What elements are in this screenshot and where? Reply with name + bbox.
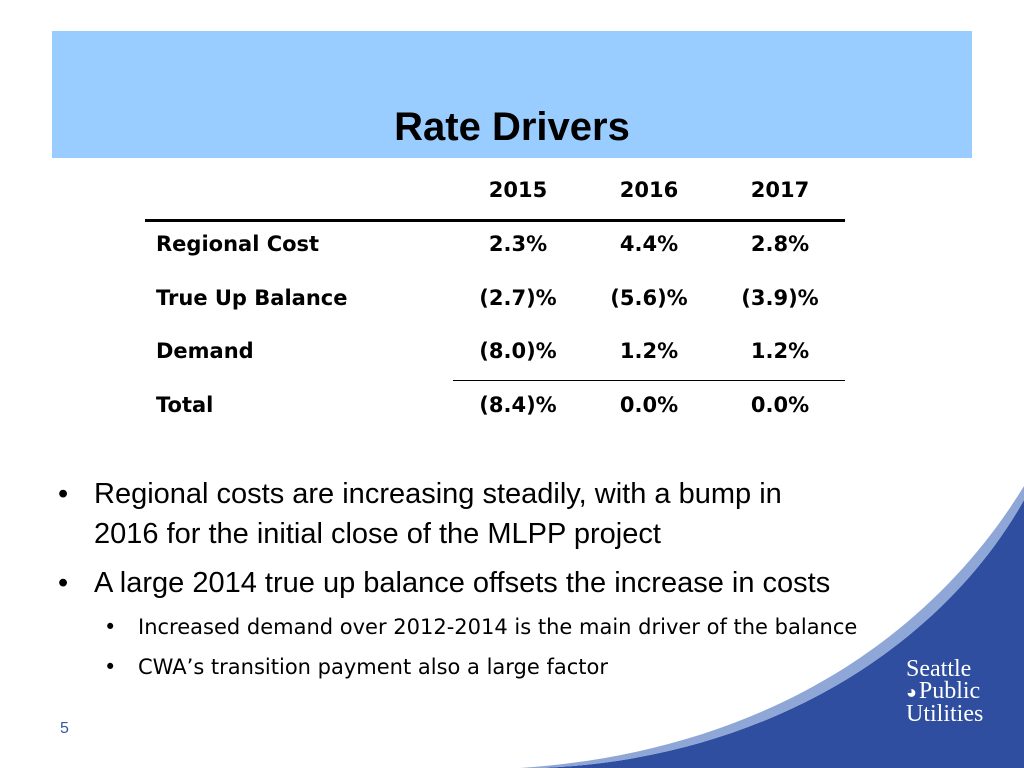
title-band: Rate Drivers [52, 31, 972, 158]
table-cell: (8.4)% [479, 393, 557, 417]
table-cell: (5.6)% [610, 286, 688, 310]
logo-line-2-text: Public [918, 678, 981, 704]
row-label-true-up-balance: True Up Balance [156, 286, 348, 310]
slide-title: Rate Drivers [394, 105, 630, 149]
bullet-marker: • [104, 655, 117, 679]
table-cell: 2.8% [750, 232, 810, 256]
table-cell: (3.9)% [741, 286, 819, 310]
table-cell: 0.0% [750, 393, 810, 417]
table-cell: (2.7)% [479, 286, 557, 310]
bullet-marker: • [104, 615, 117, 639]
table-cell: 4.4% [619, 232, 679, 256]
column-header-2017: 2017 [750, 178, 810, 202]
table-cell: 1.2% [619, 339, 679, 363]
table-header-rule [145, 219, 845, 222]
table-cell: 0.0% [619, 393, 679, 417]
table-cell: 2.3% [488, 232, 548, 256]
logo-line-1: Seattle [906, 656, 972, 682]
column-header-2016: 2016 [619, 178, 679, 202]
row-label-total: Total [156, 393, 214, 417]
logo-line-2: ◕Public [906, 678, 1006, 704]
row-label-demand: Demand [156, 339, 254, 363]
table-cell: 1.2% [750, 339, 810, 363]
bullet-marker: • [58, 567, 69, 599]
bullet-marker: • [58, 478, 69, 510]
bullet-text-line: A large 2014 true up balance offsets the… [94, 567, 831, 599]
seattle-public-utilities-logo: Seattle ◕Public Utilities [906, 656, 1006, 727]
bullet-text-line: 2016 for the initial close of the MLPP p… [94, 518, 661, 550]
bullet-text-line: Regional costs are increasing steadily, … [94, 478, 782, 510]
total-rule [453, 380, 845, 381]
row-label-regional-cost: Regional Cost [156, 232, 320, 256]
sub-bullet-text: Increased demand over 2012-2014 is the m… [138, 615, 858, 639]
table-cell: (8.0)% [479, 339, 557, 363]
page-number: 5 [60, 720, 69, 737]
sub-bullet-text: CWA’s transition payment also a large fa… [138, 655, 609, 679]
column-header-2015: 2015 [488, 178, 548, 202]
globe-drop-icon: ◕ [906, 682, 917, 702]
logo-line-3: Utilities [906, 701, 984, 727]
